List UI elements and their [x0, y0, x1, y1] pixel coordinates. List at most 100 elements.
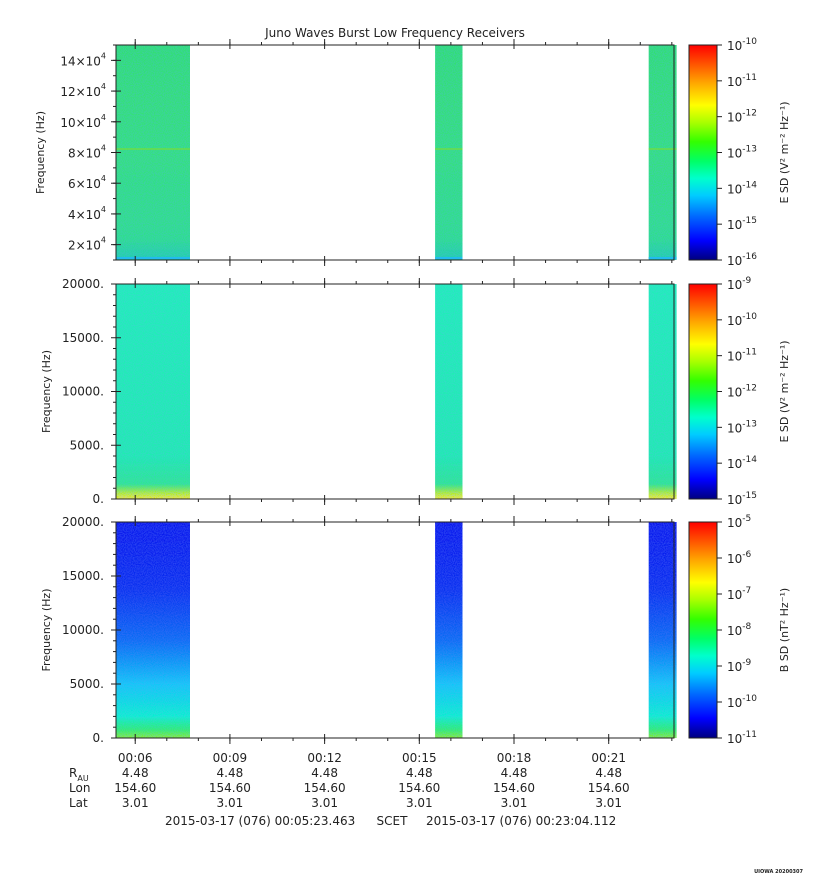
y-tick-label: 0.	[93, 731, 104, 745]
ephemeris-lon-label: Lon	[69, 781, 90, 795]
footer-scet-label: SCET	[377, 814, 409, 828]
x-tick-label: 00:21	[591, 751, 626, 765]
colorbar-tick-label: 10-9	[727, 276, 752, 292]
colorbar-tick-label: 10-8	[727, 622, 752, 638]
colorbar-scale	[688, 44, 718, 261]
y-tick-label: 5000.	[70, 677, 104, 691]
colorbar-tick-label: 10-7	[727, 586, 751, 602]
version-stamp: UIOWA 20200307	[754, 869, 803, 875]
colorbar-tick-label: 10-13	[727, 145, 757, 161]
colorbar: 10-5 10-6 10-7 10-8 10-9 10-10 10-11 B SD (nT² …	[688, 514, 791, 746]
y-tick-label: 10000.	[62, 623, 104, 637]
ephemeris-r-subscript: AU	[77, 774, 88, 783]
ephemeris-r-value: 4.48	[217, 766, 244, 780]
y-tick-label: 15000.	[62, 331, 104, 345]
y-tick-label: 4×104	[68, 205, 106, 222]
colorbar-tick-label: 10-5	[727, 514, 751, 530]
x-tick-label: 00:06	[118, 751, 153, 765]
ephemeris-lon-value: 154.60	[398, 781, 440, 795]
colorbar-tick-label: 10-13	[727, 419, 757, 435]
footer-start-time: 2015-03-17 (076) 00:05:23.463	[165, 814, 355, 828]
colorbar-scale	[688, 521, 718, 739]
y-axis-label: Frequency (Hz)	[40, 589, 53, 672]
ephemeris-lon-value: 154.60	[114, 781, 156, 795]
spectrogram-segment	[435, 522, 463, 738]
colorbar-tick-label: 10-14	[727, 180, 757, 196]
y-tick-label: 10000.	[62, 385, 104, 399]
y-tick-label: 10×104	[60, 113, 106, 130]
y-tick-label: 14×104	[60, 51, 106, 68]
ephemeris-r-value: 4.48	[406, 766, 433, 780]
ephemeris-row-labels: RAU Lon Lat	[69, 766, 90, 810]
ephemeris-r-value: 4.48	[595, 766, 622, 780]
plot-frame	[115, 283, 675, 500]
x-tick-label: 00:09	[213, 751, 248, 765]
panel-top: 2×104 4×104 6×104 8×104 10×104 12×104 14×104 Fr…	[34, 37, 791, 268]
ephemeris-lat-value: 3.01	[501, 796, 528, 810]
x-tick-label: 00:12	[307, 751, 342, 765]
colorbar-scale	[688, 283, 718, 500]
ephemeris-lon-value: 154.60	[209, 781, 251, 795]
ephemeris-lat-value: 3.01	[311, 796, 338, 810]
colorbar-tick-label: 10-11	[727, 730, 757, 746]
y-tick-label: 6×104	[68, 174, 106, 191]
panel-middle: 0. 5000. 10000. 15000. 20000. Frequency (Hz) 1…	[40, 276, 791, 507]
colorbar-tick-label: 10-10	[727, 312, 757, 328]
ephemeris-r-value: 4.48	[501, 766, 528, 780]
figure-title: Juno Waves Burst Low Frequency Receivers	[264, 26, 525, 40]
y-tick-label: 0.	[93, 492, 104, 506]
ephemeris-lat-value: 3.01	[122, 796, 149, 810]
y-axis-label: Frequency (Hz)	[34, 111, 47, 194]
colorbar-tick-label: 10-9	[727, 658, 752, 674]
plot-frame	[115, 521, 675, 739]
colorbar-label: B SD (nT² Hz⁻¹)	[778, 588, 791, 672]
colorbar-tick-label: 10-14	[727, 455, 757, 471]
y-tick-label: 20000.	[62, 515, 104, 529]
y-tick-label: 5000.	[70, 438, 104, 452]
spectrogram-segment	[648, 284, 677, 499]
x-axis-tick-labels: 00:06 00:09 00:12 00:15 00:18 00:21	[118, 751, 626, 765]
ephemeris-lon-value: 154.60	[588, 781, 630, 795]
spectrogram-segment	[115, 45, 190, 260]
ephemeris-values: 4.48154.603.014.48154.603.014.48154.603.…	[114, 766, 629, 810]
plot-frame	[115, 44, 675, 261]
colorbar-tick-label: 10-15	[727, 491, 757, 507]
y-tick-label: 20000.	[62, 277, 104, 291]
spectrogram-segment	[115, 522, 190, 738]
panel-bottom: 0. 5000. 10000. 15000. 20000. Frequency (Hz) 1…	[40, 514, 791, 746]
colorbar-label: E SD (V² m⁻² Hz⁻¹)	[778, 101, 791, 203]
ephemeris-lat-value: 3.01	[595, 796, 622, 810]
colorbar-tick-label: 10-10	[727, 37, 757, 53]
colorbar-tick-label: 10-10	[727, 694, 757, 710]
ephemeris-r-label: RAU	[69, 766, 89, 783]
spectrogram-segment	[435, 45, 463, 260]
colorbar: 10-9 10-10 10-11 10-12 10-13 10-14 10-15 E SD (…	[688, 276, 791, 507]
colorbar-tick-label: 10-6	[727, 550, 752, 566]
ephemeris-r-value: 4.48	[122, 766, 149, 780]
colorbar-tick-label: 10-12	[727, 384, 757, 400]
colorbar: 10-10 10-11 10-12 10-13 10-14 10-15 10-16 E SD …	[688, 37, 791, 268]
x-tick-label: 00:18	[497, 751, 532, 765]
ephemeris-lat-label: Lat	[69, 796, 88, 810]
colorbar-tick-label: 10-11	[727, 73, 757, 89]
ephemeris-r-value: 4.48	[311, 766, 338, 780]
colorbar-tick-label: 10-11	[727, 348, 757, 364]
spectrogram-segment	[648, 522, 677, 738]
spectrogram-segment	[648, 45, 677, 260]
ephemeris-lon-value: 154.60	[304, 781, 346, 795]
spectrogram-segment	[115, 284, 190, 499]
colorbar-tick-label: 10-16	[727, 252, 757, 268]
y-tick-label: 15000.	[62, 569, 104, 583]
y-tick-label: 8×104	[68, 144, 106, 161]
y-tick-label: 12×104	[60, 82, 106, 99]
y-axis-label: Frequency (Hz)	[40, 350, 53, 433]
x-tick-label: 00:15	[402, 751, 437, 765]
colorbar-label: E SD (V² m⁻² Hz⁻¹)	[778, 340, 791, 442]
footer-end-time: 2015-03-17 (076) 00:23:04.112	[426, 814, 616, 828]
ephemeris-lat-value: 3.01	[406, 796, 433, 810]
ephemeris-lon-value: 154.60	[493, 781, 535, 795]
y-tick-label: 2×104	[68, 236, 106, 253]
ephemeris-lat-value: 3.01	[217, 796, 244, 810]
colorbar-tick-label: 10-12	[727, 109, 757, 125]
